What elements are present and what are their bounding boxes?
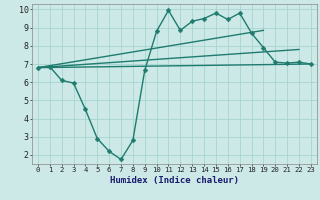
X-axis label: Humidex (Indice chaleur): Humidex (Indice chaleur): [110, 176, 239, 185]
